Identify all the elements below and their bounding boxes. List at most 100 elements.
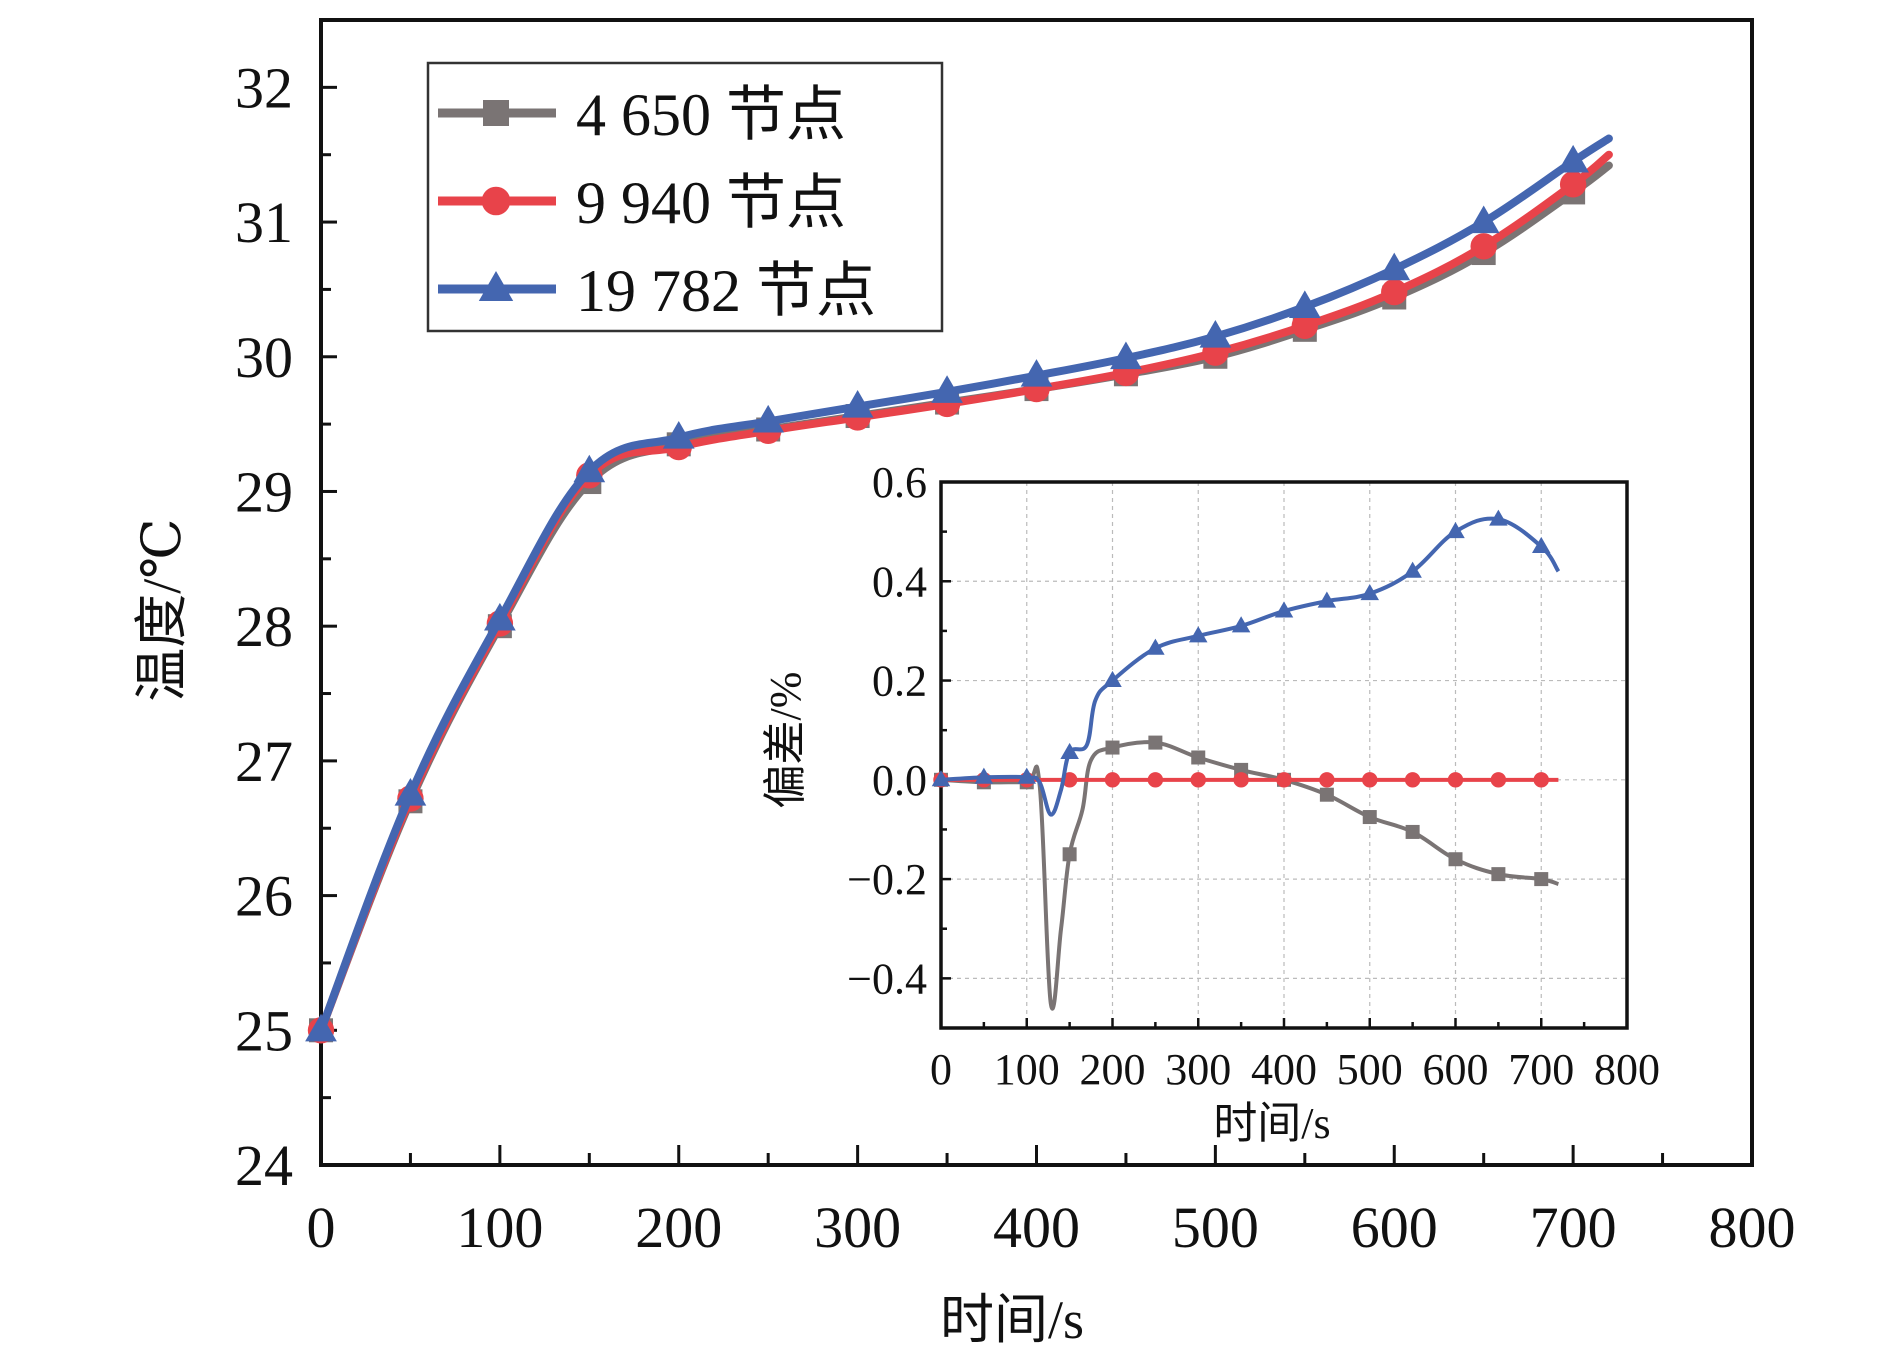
data-point-triangle xyxy=(841,390,874,418)
data-point-triangle xyxy=(1467,205,1500,234)
y-tick-label: 29 xyxy=(235,459,293,524)
data-point-triangle xyxy=(1110,341,1142,370)
inset-data-point-square xyxy=(1362,810,1377,825)
inset-y-tick-label: −0.2 xyxy=(847,855,927,904)
inset-data-point-square xyxy=(1534,872,1549,887)
x-tick-label: 500 xyxy=(1172,1195,1259,1260)
inset-data-point-square xyxy=(1105,740,1120,755)
inset-data-point-circle xyxy=(1447,772,1464,788)
inset-data-point-triangle xyxy=(974,767,994,784)
inset-data-point-circle xyxy=(1276,772,1292,788)
inset-data-point-square xyxy=(1491,867,1506,882)
inset-x-tick-label: 0 xyxy=(930,1045,952,1094)
y-tick-label: 31 xyxy=(235,190,293,255)
inset-data-point-square xyxy=(1319,787,1334,802)
inset-x-tick-label: 500 xyxy=(1337,1045,1403,1094)
legend: 4 650 节点 9 940 节点 19 782 节点 xyxy=(426,61,944,333)
main-x-axis-label: 时间/s xyxy=(940,1290,1084,1348)
inset-data-point-triangle xyxy=(1403,561,1422,578)
y-tick-label: 30 xyxy=(235,325,293,390)
inset-data-point-triangle xyxy=(1317,591,1337,608)
x-tick-label: 200 xyxy=(635,1195,722,1260)
data-point-triangle xyxy=(752,404,785,433)
data-point-triangle xyxy=(394,777,427,806)
data-point-circle xyxy=(1291,312,1319,339)
legend-label-0: 4 650 节点 xyxy=(576,82,846,148)
inset-y-axis-label: 偏差/% xyxy=(761,672,810,809)
inset-data-point-triangle xyxy=(1489,509,1508,526)
data-point-triangle xyxy=(305,1013,337,1042)
data-point-triangle xyxy=(1378,252,1411,281)
data-point-triangle xyxy=(662,421,695,449)
legend-marker-square xyxy=(483,100,509,126)
x-tick-label: 700 xyxy=(1530,1195,1617,1260)
inset-data-point-square xyxy=(1405,824,1420,839)
x-tick-label: 400 xyxy=(993,1195,1080,1260)
inset-data-point-square xyxy=(1191,750,1206,765)
inset-x-tick-label: 700 xyxy=(1508,1045,1574,1094)
data-point-triangle xyxy=(931,375,963,403)
data-point-circle xyxy=(1559,171,1587,198)
inset-data-point-triangle xyxy=(1188,626,1208,643)
inset-data-point-square xyxy=(1148,735,1163,750)
inset-series-line-0 xyxy=(940,740,1560,1011)
inset-y-tick-label: −0.4 xyxy=(847,954,927,1003)
inset-x-tick-label: 800 xyxy=(1594,1045,1660,1094)
x-tick-label: 800 xyxy=(1709,1195,1796,1260)
main-chart: 0 100 200 300 400 500 600 700 800 24 25 26 27 28 29 30 3… xyxy=(235,18,1796,1260)
inset-data-point-triangle xyxy=(931,770,951,787)
data-point-triangle xyxy=(1199,319,1232,348)
data-point-triangle xyxy=(484,602,516,631)
x-tick-label: 0 xyxy=(307,1195,336,1260)
inset-data-point-circle xyxy=(1533,772,1549,788)
inset-data-point-circle xyxy=(1104,772,1121,788)
data-point-triangle xyxy=(1557,144,1589,173)
data-point-triangle xyxy=(1288,290,1321,318)
inset-y-tick-label: 0.6 xyxy=(872,458,927,507)
data-point-circle xyxy=(1381,278,1408,306)
inset-data-point-triangle xyxy=(1060,742,1079,759)
inset-data-point-circle xyxy=(1190,772,1206,788)
inset-data-point-square xyxy=(1062,847,1077,862)
inset-data-point-triangle xyxy=(1231,616,1251,633)
data-point-circle xyxy=(1470,233,1497,260)
y-tick-label: 32 xyxy=(235,55,293,120)
y-tick-label: 28 xyxy=(235,594,293,659)
inset-y-tick-label: 0.0 xyxy=(872,756,927,805)
x-tick-label: 100 xyxy=(456,1195,543,1260)
y-tick-label: 25 xyxy=(235,998,293,1063)
inset-data-point-triangle xyxy=(1360,584,1380,601)
inset-data-point-circle xyxy=(1490,772,1507,788)
inset-data-point-circle xyxy=(1233,772,1249,788)
inset-data-point-triangle xyxy=(1446,521,1465,539)
main-y-axis-label: 温度/℃ xyxy=(132,518,192,701)
y-tick-label: 27 xyxy=(235,729,293,794)
inset-x-tick-label: 300 xyxy=(1165,1045,1231,1094)
legend-label-2: 19 782 节点 xyxy=(576,258,876,324)
inset-data-point-circle xyxy=(1147,772,1164,788)
inset-chart: 0 100 200 300 400 500 600 700 800 −0.4 −0.2 0.0 0.2 0… xyxy=(847,458,1660,1094)
inset-data-point-square xyxy=(1448,852,1463,867)
data-point-triangle xyxy=(1020,359,1053,387)
inset-x-tick-label: 600 xyxy=(1423,1045,1489,1094)
inset-data-point-circle xyxy=(1319,772,1335,788)
inset-data-point-circle xyxy=(1404,772,1421,788)
inset-x-tick-label: 100 xyxy=(994,1045,1060,1094)
y-tick-label: 26 xyxy=(235,864,293,929)
inset-y-tick-label: 0.4 xyxy=(872,557,927,606)
inset-data-point-triangle xyxy=(1146,638,1165,655)
x-tick-label: 600 xyxy=(1351,1195,1438,1260)
inset-data-point-triangle xyxy=(1274,601,1294,618)
inset-data-point-triangle xyxy=(1017,767,1037,784)
inset-y-tick-label: 0.2 xyxy=(872,657,927,706)
inset-x-axis-label: 时间/s xyxy=(1213,1099,1330,1148)
inset-data-point-circle xyxy=(1362,772,1378,788)
y-tick-label: 24 xyxy=(235,1133,293,1198)
inset-x-tick-label: 400 xyxy=(1251,1045,1317,1094)
legend-marker-triangle xyxy=(478,271,514,301)
x-tick-label: 300 xyxy=(814,1195,901,1260)
legend-marker-circle xyxy=(481,186,511,216)
legend-label-1: 9 940 节点 xyxy=(576,170,846,236)
inset-data-point-triangle xyxy=(1103,670,1122,687)
